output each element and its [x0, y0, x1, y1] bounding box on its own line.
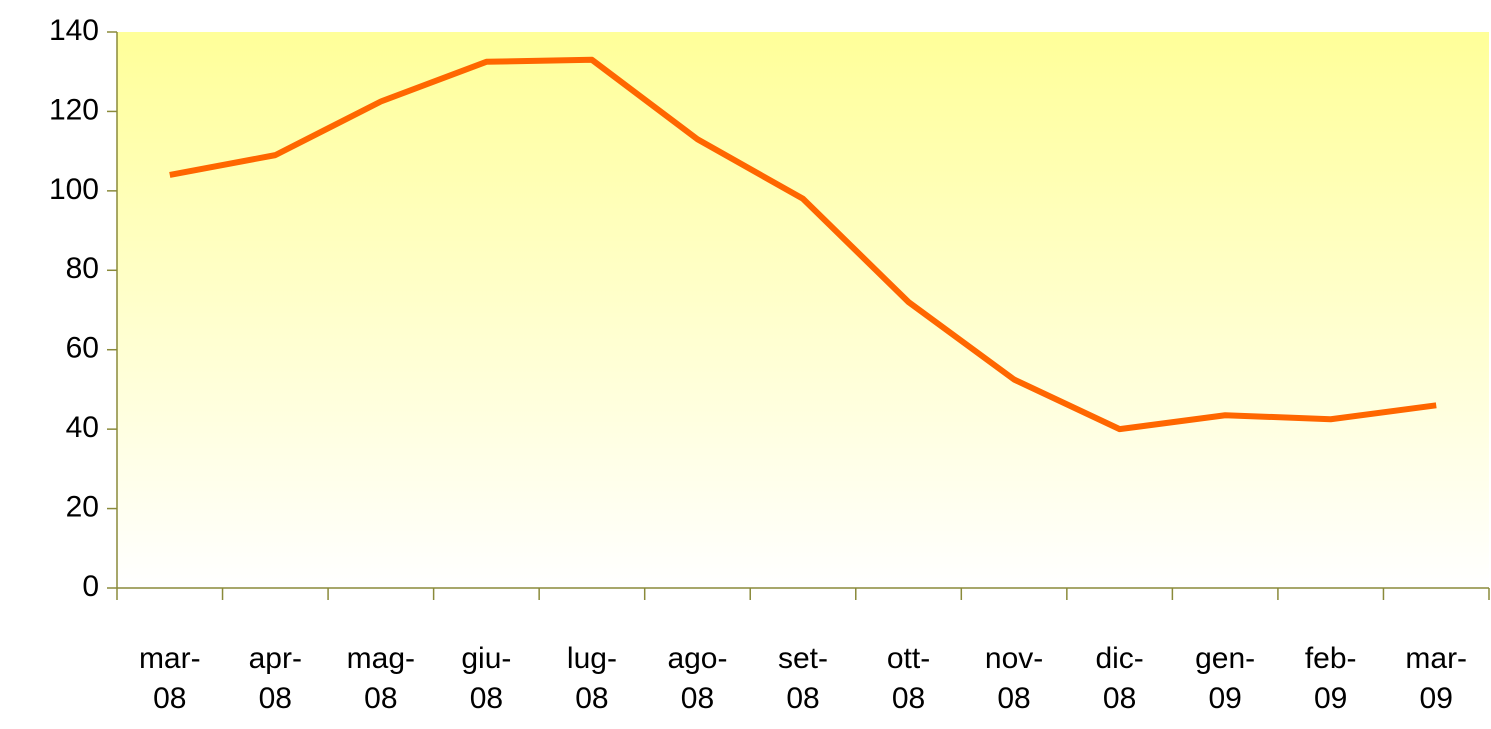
x-tick-label: nov-08	[985, 642, 1043, 715]
x-tick-label: lug-08	[567, 642, 617, 715]
y-tick-label: 60	[66, 332, 99, 365]
x-tick-label: gen-09	[1195, 642, 1255, 715]
x-tick-label: feb-09	[1305, 642, 1357, 715]
x-tick-label: apr-08	[249, 642, 302, 715]
x-tick-label: mar-09	[1405, 642, 1467, 715]
x-tick-label: ott-08	[887, 642, 930, 715]
y-tick-label: 120	[49, 93, 99, 126]
y-tick-label: 80	[66, 252, 99, 285]
y-tick-label: 40	[66, 411, 99, 444]
plot-area	[117, 32, 1489, 588]
x-tick-label: mar-08	[139, 642, 201, 715]
y-tick-label: 0	[82, 570, 99, 603]
y-tick-label: 140	[49, 14, 99, 47]
x-tick-label: mag-08	[347, 642, 415, 715]
data-line	[169, 56, 1437, 433]
x-tick-label: dic-08	[1095, 642, 1143, 715]
x-tick-label: ago-08	[667, 642, 727, 715]
y-tick-label: 20	[66, 490, 99, 523]
y-tick-label: 100	[49, 173, 99, 206]
x-tick-label: set-08	[778, 642, 828, 715]
x-tick-label: giu-08	[461, 642, 511, 715]
